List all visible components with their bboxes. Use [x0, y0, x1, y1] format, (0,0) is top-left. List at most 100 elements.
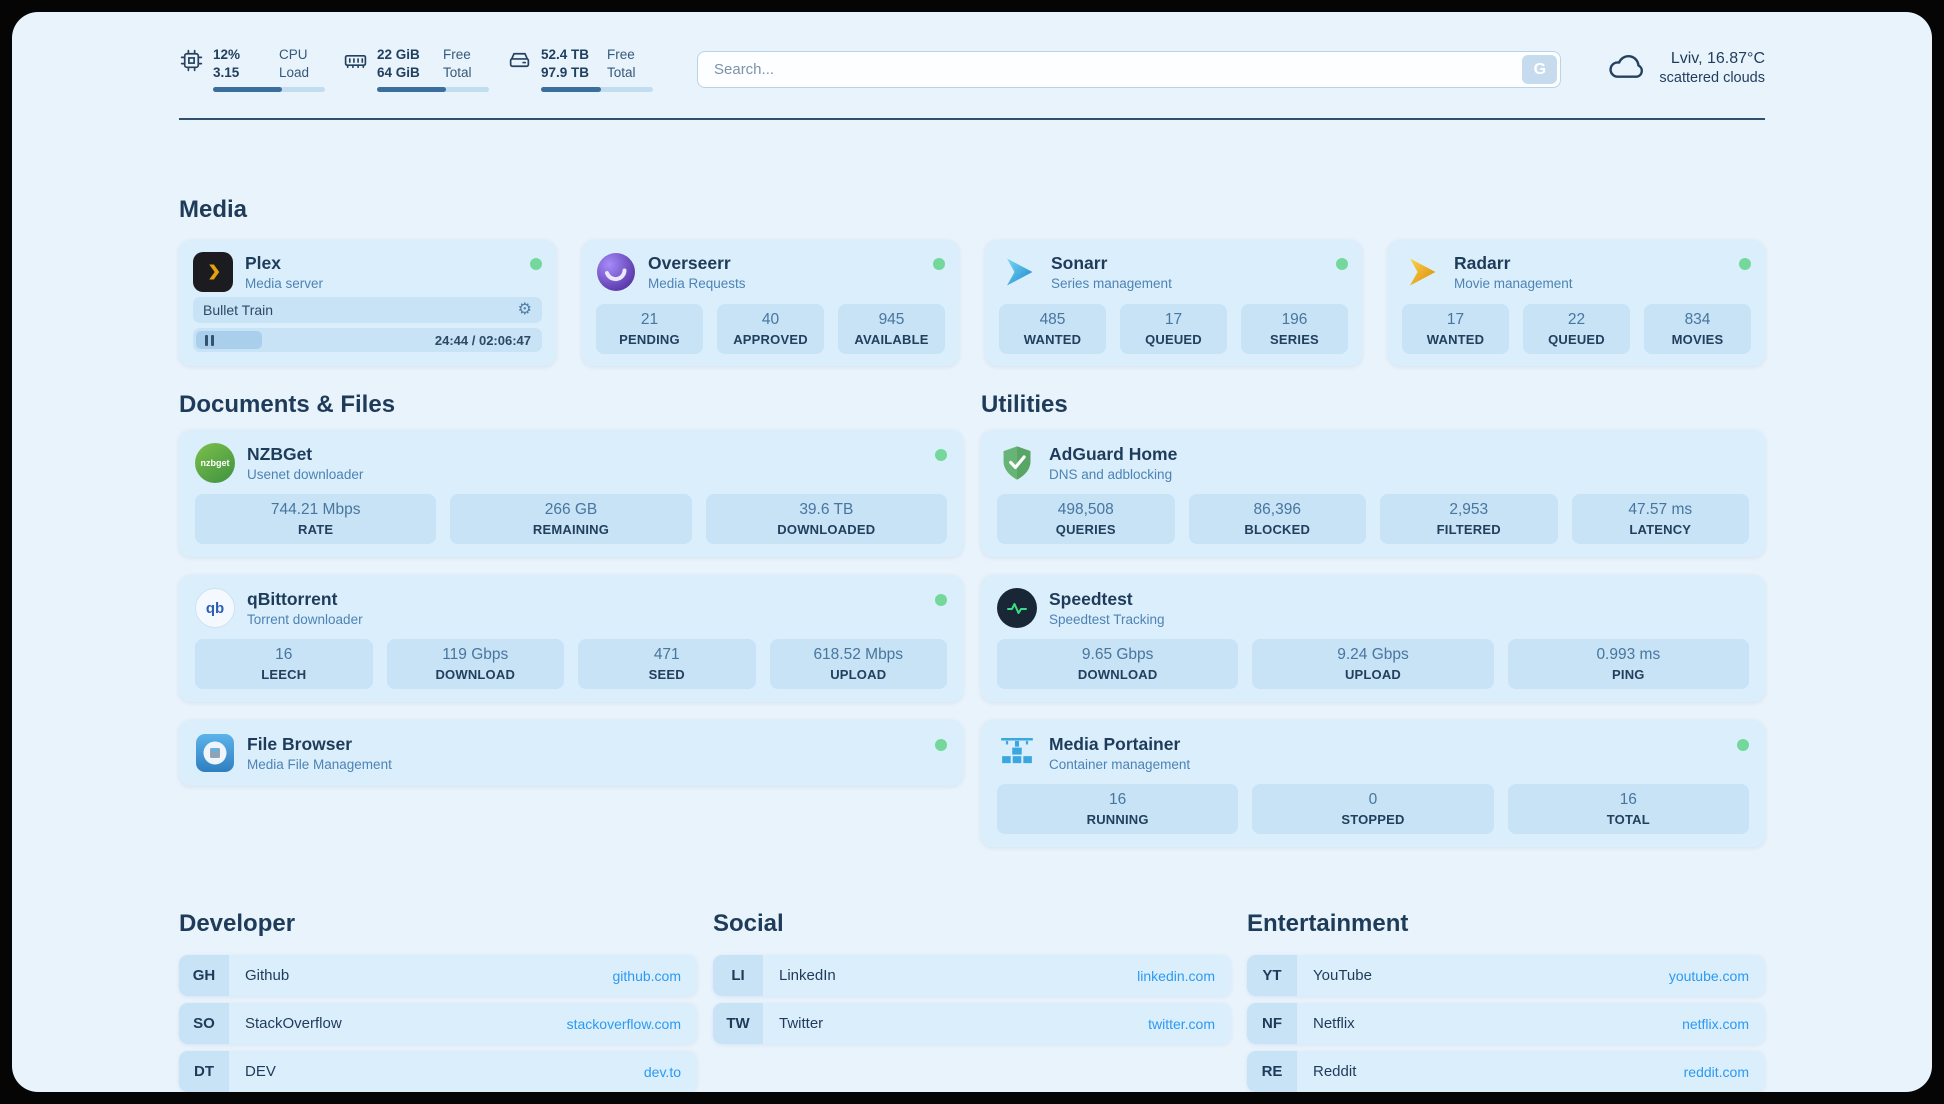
- app-name: Speedtest: [1049, 589, 1133, 609]
- status-dot: [933, 258, 945, 270]
- link-name: LinkedIn: [779, 967, 836, 984]
- cpu-load-value: 3.15: [213, 65, 240, 80]
- stat-available: 945 AVAILABLE: [838, 304, 945, 354]
- header-divider: [179, 118, 1765, 120]
- status-dot: [1739, 258, 1751, 270]
- app-card-nzbget[interactable]: nzbget NZBGet Usenet downloader 744.21 M…: [179, 430, 963, 557]
- cpu-label2: Load: [279, 65, 310, 80]
- stat-downloaded: 39.6 TB DOWNLOADED: [705, 494, 947, 544]
- disk-free: 52.4 TB: [541, 47, 590, 62]
- link-domain[interactable]: reddit.com: [1683, 1063, 1749, 1080]
- link-domain[interactable]: stackoverflow.com: [566, 1015, 681, 1032]
- adguard-icon: [997, 443, 1037, 483]
- app-card-radarr[interactable]: Radarr Movie management 17 WANTED 22 QUE…: [1388, 240, 1765, 366]
- app-card-qbittorrent[interactable]: qb qBittorrent Torrent downloader 16 LEE…: [179, 575, 963, 702]
- link-domain[interactable]: netflix.com: [1682, 1015, 1749, 1032]
- app-name: Overseerr: [648, 253, 731, 273]
- weather-location: Lviv, 16.87°C: [1670, 50, 1765, 67]
- app-card-plex[interactable]: Plex Media server Bullet Train ⚙ 24:44 /…: [179, 240, 556, 366]
- app-name: Sonarr: [1051, 253, 1108, 273]
- link-domain[interactable]: github.com: [612, 967, 681, 984]
- stat-latency: 47.57 ms LATENCY: [1571, 494, 1749, 544]
- disk-label2: Total: [607, 65, 636, 80]
- disk-label: Free: [607, 47, 635, 62]
- app-subtitle: Media server: [245, 276, 324, 291]
- link-abbr: GH: [179, 955, 229, 996]
- stat-movies: 834 MOVIES: [1644, 304, 1751, 354]
- app-card-portainer[interactable]: Media Portainer Container management 16 …: [981, 720, 1765, 847]
- section-title-social: Social: [713, 910, 784, 937]
- app-subtitle: Media File Management: [247, 757, 392, 772]
- stat-leech: 16 LEECH: [195, 639, 373, 689]
- stat-blocked: 86,396 BLOCKED: [1188, 494, 1366, 544]
- stat-wanted: 485 WANTED: [999, 304, 1106, 354]
- link-abbr: LI: [713, 955, 763, 996]
- app-subtitle: Media Requests: [648, 276, 746, 291]
- app-card-speedtest[interactable]: Speedtest Speedtest Tracking 9.65 Gbps D…: [981, 575, 1765, 702]
- search-input[interactable]: [697, 51, 1562, 88]
- cpu-usage-bar: [213, 87, 325, 92]
- link-domain[interactable]: twitter.com: [1148, 1015, 1215, 1032]
- section-title-utilities: Utilities: [981, 391, 1068, 418]
- stat-pending: 21 PENDING: [596, 304, 703, 354]
- speedtest-icon: [997, 588, 1037, 628]
- bookmarks-entertainment: Entertainment YT YouTube youtube.com NF …: [1247, 910, 1765, 1092]
- app-card-sonarr[interactable]: Sonarr Series management 485 WANTED 17 Q…: [985, 240, 1362, 366]
- link-youtube[interactable]: YT YouTube youtube.com: [1247, 955, 1765, 996]
- link-dev[interactable]: DT DEV dev.to: [179, 1051, 697, 1092]
- link-abbr: DT: [179, 1051, 229, 1092]
- gear-icon[interactable]: ⚙: [517, 301, 532, 318]
- status-dot: [530, 258, 542, 270]
- link-domain[interactable]: dev.to: [643, 1063, 681, 1080]
- link-netflix[interactable]: NF Netflix netflix.com: [1247, 1003, 1765, 1044]
- link-domain[interactable]: youtube.com: [1668, 967, 1749, 984]
- link-linkedin[interactable]: LI LinkedIn linkedin.com: [713, 955, 1231, 996]
- link-reddit[interactable]: RE Reddit reddit.com: [1247, 1051, 1765, 1092]
- link-name: YouTube: [1313, 967, 1372, 984]
- playback-time: 24:44 / 02:06:47: [434, 332, 531, 348]
- weather-description: scattered clouds: [1659, 70, 1765, 86]
- status-dot: [935, 739, 947, 751]
- overseerr-icon: [596, 252, 636, 292]
- media-grid: Plex Media server Bullet Train ⚙ 24:44 /…: [179, 240, 1765, 366]
- link-github[interactable]: GH Github github.com: [179, 955, 697, 996]
- link-abbr: SO: [179, 1003, 229, 1044]
- portainer-icon: [997, 733, 1037, 773]
- link-abbr: RE: [1247, 1051, 1297, 1092]
- radarr-icon: [1402, 252, 1442, 292]
- app-subtitle: Torrent downloader: [247, 612, 363, 627]
- plex-pause-button[interactable]: [196, 331, 263, 349]
- stat-filtered: 2,953 FILTERED: [1380, 494, 1558, 544]
- search-engine-button[interactable]: G: [1522, 55, 1558, 84]
- status-dot: [935, 594, 947, 606]
- stat-download: 119 Gbps DOWNLOAD: [386, 639, 564, 689]
- app-name: Plex: [245, 253, 281, 273]
- plex-now-playing-row: Bullet Train ⚙: [193, 297, 542, 323]
- link-abbr: YT: [1247, 955, 1297, 996]
- ram-icon: [343, 48, 368, 92]
- link-domain[interactable]: linkedin.com: [1137, 967, 1215, 984]
- bookmarks-social: Social LI LinkedIn linkedin.com TW Twitt…: [713, 910, 1231, 1051]
- stat-rate: 744.21 Mbps RATE: [195, 494, 437, 544]
- plex-progress-bar[interactable]: 24:44 / 02:06:47: [193, 328, 542, 352]
- app-card-filebrowser[interactable]: File Browser Media File Management: [179, 720, 963, 786]
- section-title-media: Media: [179, 196, 248, 223]
- link-stackoverflow[interactable]: SO StackOverflow stackoverflow.com: [179, 1003, 697, 1044]
- app-subtitle: DNS and adblocking: [1049, 467, 1173, 482]
- disk-icon: [507, 48, 532, 92]
- stat-upload: 9.24 Gbps UPLOAD: [1252, 639, 1494, 689]
- app-card-adguard[interactable]: AdGuard Home DNS and adblocking 498,508 …: [981, 430, 1765, 557]
- ram-usage-bar: [377, 87, 489, 92]
- stat-download: 9.65 Gbps DOWNLOAD: [997, 639, 1239, 689]
- status-dot: [1737, 739, 1749, 751]
- cpu-icon: [179, 48, 204, 92]
- middle-columns: Documents & Files nzbget NZBGet Usenet d…: [179, 391, 1765, 865]
- app-name: Media Portainer: [1049, 734, 1181, 754]
- link-abbr: TW: [713, 1003, 763, 1044]
- nzbget-icon: nzbget: [195, 443, 235, 483]
- app-card-overseerr[interactable]: Overseerr Media Requests 21 PENDING 40 A…: [582, 240, 959, 366]
- section-title-documents: Documents & Files: [179, 391, 396, 418]
- ram-free: 22 GiB: [377, 47, 420, 62]
- stat-stopped: 0 STOPPED: [1252, 784, 1494, 834]
- link-twitter[interactable]: TW Twitter twitter.com: [713, 1003, 1231, 1044]
